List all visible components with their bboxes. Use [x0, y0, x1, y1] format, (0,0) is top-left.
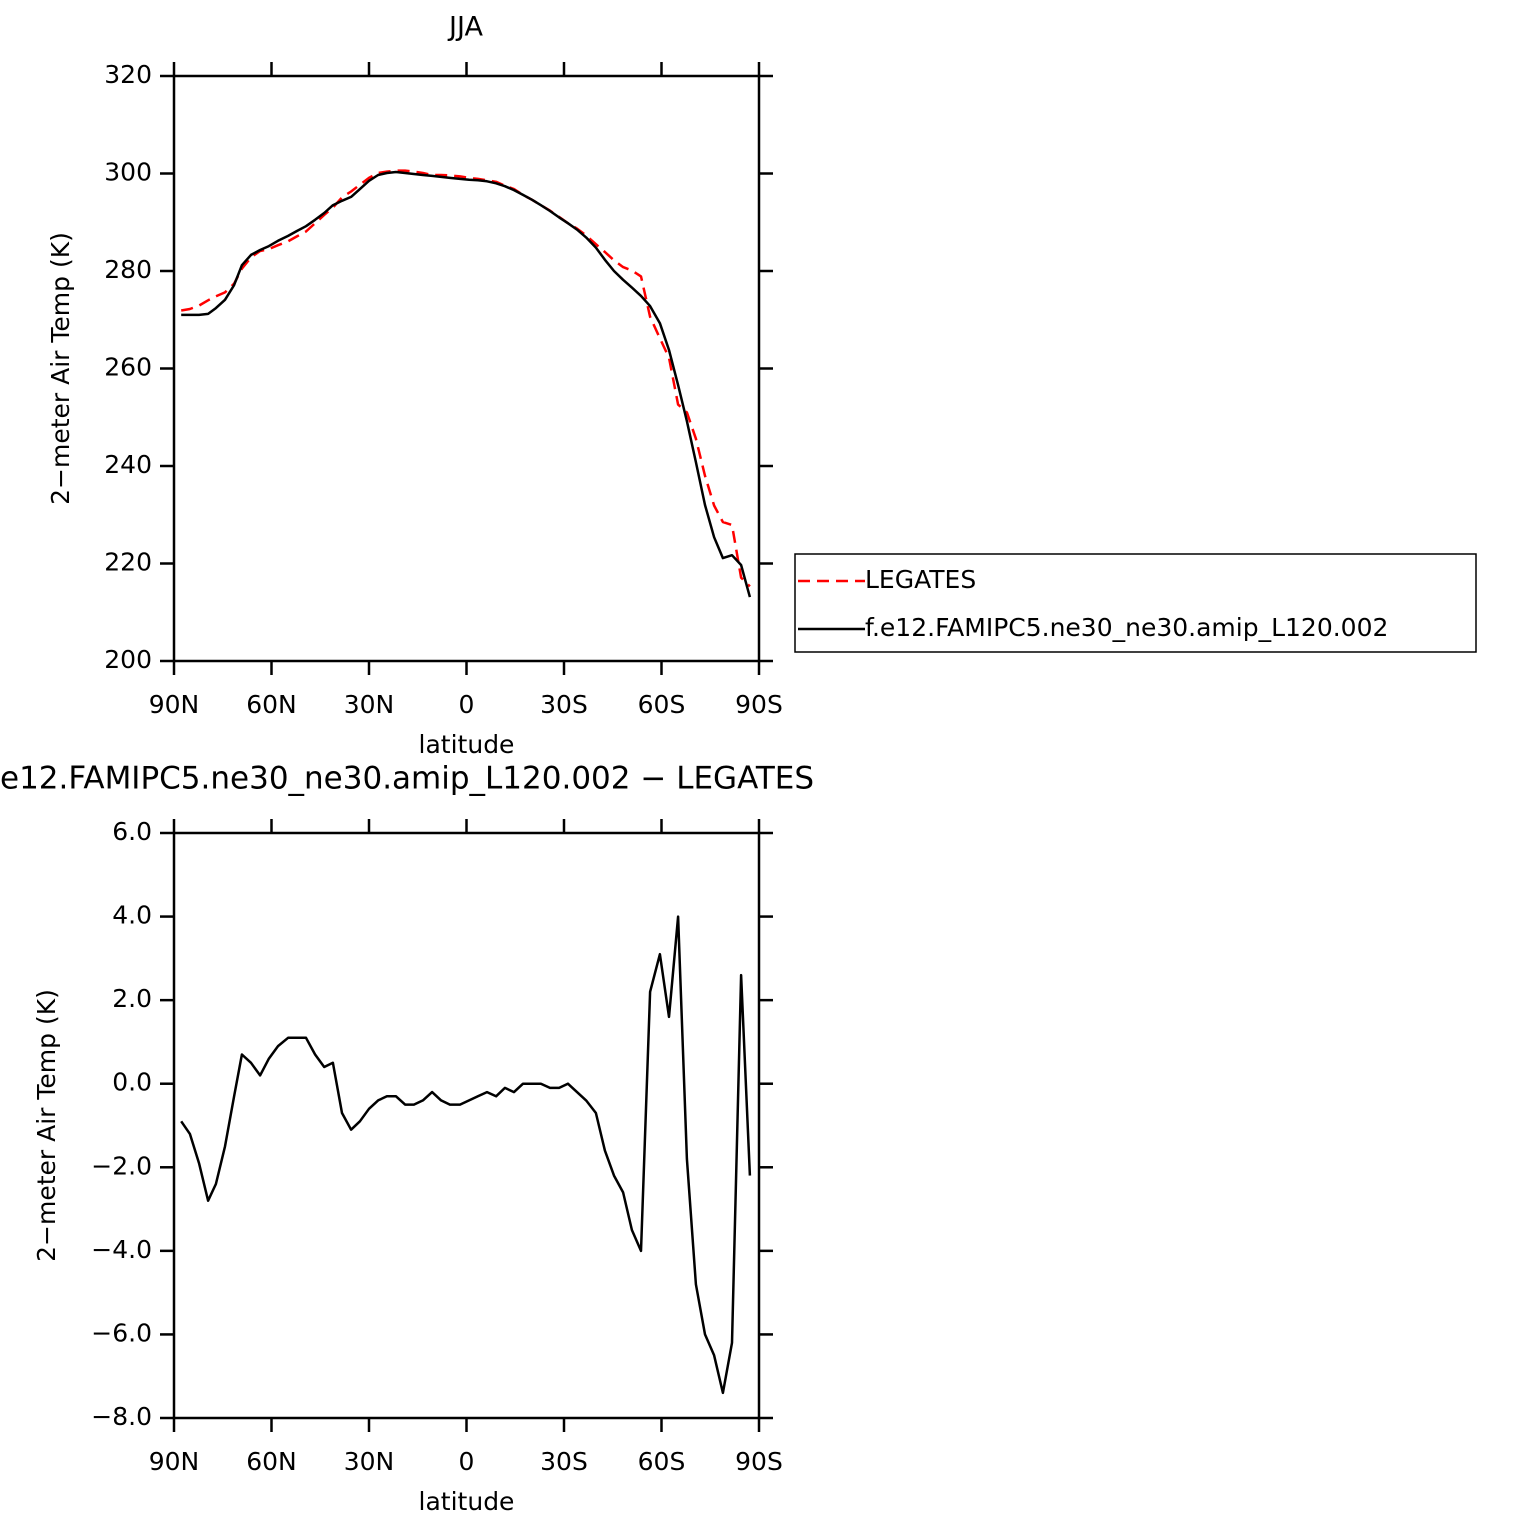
- x-tick-label: 0: [459, 1447, 475, 1476]
- data-line: [180, 169, 751, 588]
- x-tick-label: 30S: [540, 690, 588, 719]
- y-tick-label: 0.0: [112, 1068, 152, 1097]
- legend-label: LEGATES: [865, 565, 976, 594]
- x-tick-label: 30S: [540, 1447, 588, 1476]
- y-tick-label: −8.0: [91, 1402, 152, 1431]
- x-tick-label: 90S: [735, 690, 783, 719]
- x-axis-label: latitude: [419, 1487, 515, 1516]
- y-tick-label: 4.0: [112, 901, 152, 930]
- x-tick-label: 0: [459, 690, 475, 719]
- y-tick-label: 220: [104, 548, 152, 577]
- y-tick-label: 200: [104, 645, 152, 674]
- x-tick-label: 60N: [246, 690, 297, 719]
- y-tick-label: 300: [104, 158, 152, 187]
- chart-title: e12.FAMIPC5.ne30_ne30.amip_L120.002 − LE…: [0, 761, 814, 797]
- y-tick-label: 280: [104, 255, 152, 284]
- y-axis-label: 2−meter Air Temp (K): [46, 232, 75, 505]
- legend-label: f.e12.FAMIPC5.ne30_ne30.amip_L120.002: [865, 613, 1388, 642]
- x-tick-label: 30N: [344, 690, 395, 719]
- y-tick-label: 260: [104, 353, 152, 382]
- x-tick-label: 90S: [735, 1447, 783, 1476]
- y-tick-label: −4.0: [91, 1235, 152, 1264]
- data-line: [180, 915, 752, 1395]
- x-tick-label: 60N: [246, 1447, 297, 1476]
- legend-box: [794, 553, 1477, 653]
- x-tick-label: 90N: [149, 1447, 200, 1476]
- y-tick-label: 2.0: [112, 984, 152, 1013]
- y-tick-label: −6.0: [91, 1318, 152, 1347]
- y-axis-label: 2−meter Air Temp (K): [32, 989, 61, 1262]
- data-line: [181, 170, 752, 598]
- y-tick-label: 240: [104, 450, 152, 479]
- chart-title: JJA: [447, 12, 483, 43]
- y-tick-label: 320: [104, 60, 152, 89]
- x-tick-label: 60S: [638, 1447, 686, 1476]
- x-tick-label: 90N: [149, 690, 200, 719]
- y-tick-label: 6.0: [112, 817, 152, 846]
- y-tick-label: −2.0: [91, 1151, 152, 1180]
- x-axis-label: latitude: [419, 730, 515, 759]
- x-tick-label: 30N: [344, 1447, 395, 1476]
- x-tick-label: 60S: [638, 690, 686, 719]
- plot-frame: [172, 831, 761, 1420]
